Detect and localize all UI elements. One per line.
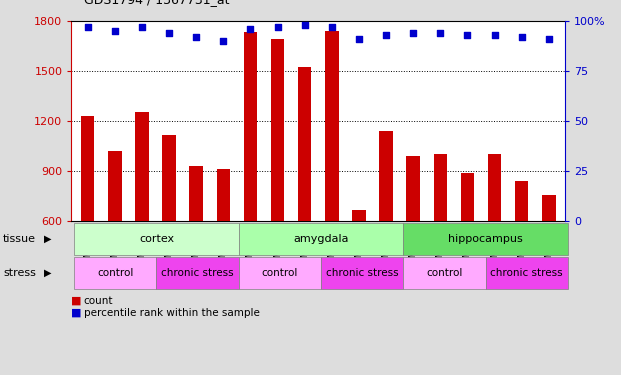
Bar: [243, 32, 257, 221]
Text: stress: stress: [3, 268, 36, 278]
Bar: [108, 151, 122, 221]
Point: [381, 32, 391, 38]
Text: chronic stress: chronic stress: [161, 268, 234, 278]
Text: ▶: ▶: [44, 268, 52, 278]
Text: chronic stress: chronic stress: [491, 268, 563, 278]
Point: [273, 24, 283, 30]
Bar: [298, 68, 312, 221]
Text: ▶: ▶: [44, 234, 52, 244]
Bar: [515, 181, 528, 221]
Point: [219, 38, 229, 44]
Point: [354, 36, 364, 42]
Bar: [189, 166, 203, 221]
Point: [327, 24, 337, 30]
Text: percentile rank within the sample: percentile rank within the sample: [84, 308, 260, 318]
Point: [191, 34, 201, 40]
Bar: [217, 170, 230, 221]
Bar: [433, 154, 447, 221]
Bar: [325, 31, 338, 221]
Point: [83, 24, 93, 30]
Text: tissue: tissue: [3, 234, 36, 244]
Bar: [81, 116, 94, 221]
Bar: [406, 156, 420, 221]
Text: chronic stress: chronic stress: [326, 268, 399, 278]
Point: [463, 32, 473, 38]
Bar: [135, 112, 148, 221]
Point: [137, 24, 147, 30]
Point: [245, 26, 255, 32]
Text: cortex: cortex: [139, 234, 174, 244]
Bar: [162, 135, 176, 221]
Point: [544, 36, 554, 42]
Text: control: control: [261, 268, 298, 278]
Text: ■: ■: [71, 308, 82, 318]
Point: [517, 34, 527, 40]
Point: [110, 28, 120, 34]
Text: control: control: [426, 268, 463, 278]
Bar: [461, 173, 474, 221]
Bar: [542, 195, 556, 221]
Text: GDS1794 / 1367731_at: GDS1794 / 1367731_at: [84, 0, 229, 6]
Point: [435, 30, 445, 36]
Point: [300, 22, 310, 28]
Bar: [352, 210, 366, 221]
Bar: [488, 154, 501, 221]
Point: [408, 30, 418, 36]
Text: hippocampus: hippocampus: [448, 234, 523, 244]
Bar: [271, 39, 284, 221]
Text: amygdala: amygdala: [293, 234, 349, 244]
Bar: [379, 131, 393, 221]
Text: control: control: [97, 268, 134, 278]
Text: count: count: [84, 296, 114, 306]
Point: [164, 30, 174, 36]
Point: [489, 32, 499, 38]
Text: ■: ■: [71, 296, 82, 306]
